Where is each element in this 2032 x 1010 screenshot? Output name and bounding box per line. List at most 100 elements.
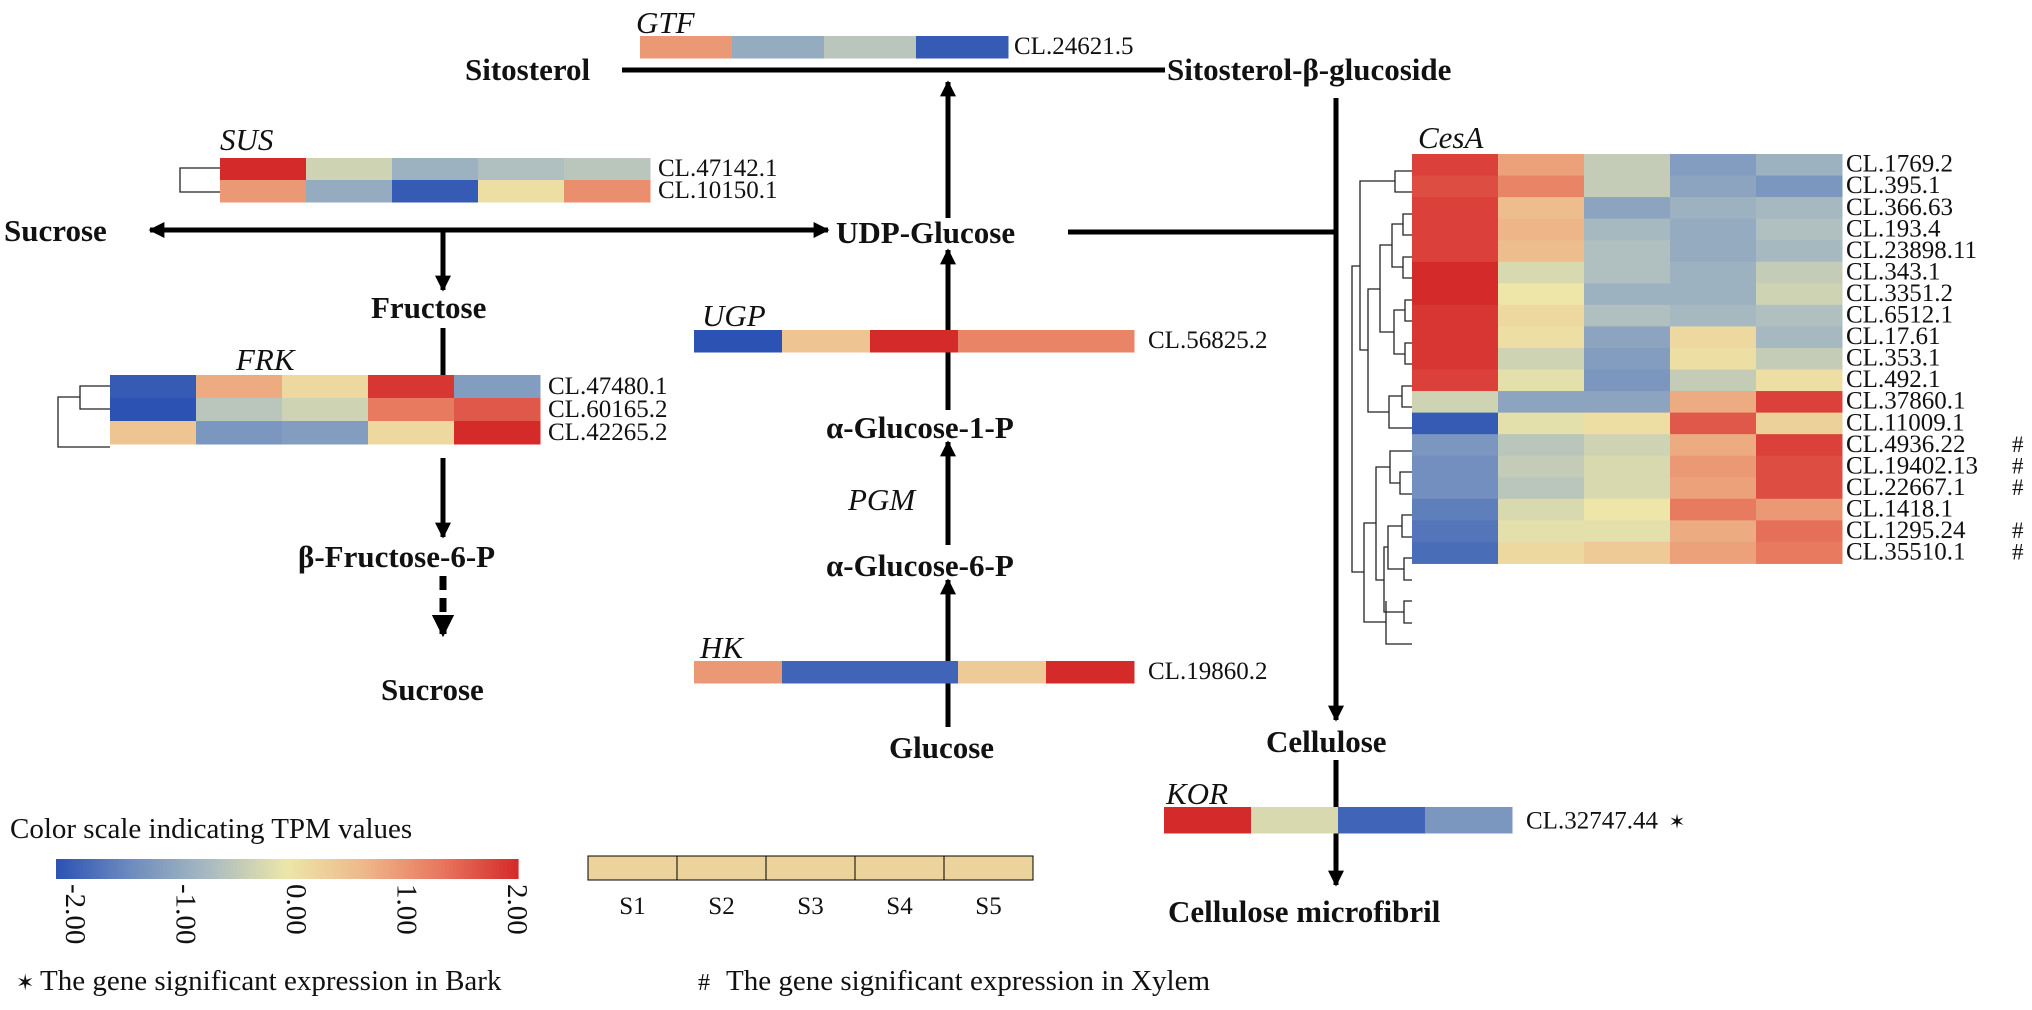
cesa-cell: [1412, 304, 1499, 327]
cesa-cell: [1412, 498, 1499, 521]
legend-gradient-segment: [186, 859, 192, 879]
legend-gradient-segment: [394, 859, 400, 879]
cesa-row-CL.11009.1: CL.11009.1: [1412, 409, 1965, 436]
cesa-cell: [1756, 326, 1843, 349]
legend-gradient-segment: [333, 859, 338, 879]
frk-gene-id: CL.60165.2: [548, 396, 667, 423]
legend-gradient-segment: [79, 859, 84, 879]
sus-cell: [564, 180, 651, 203]
cesa-cell: [1412, 218, 1499, 241]
xylem-significance-marker: #: [2012, 518, 2024, 543]
cesa-cell: [1498, 391, 1585, 414]
cesa-gene-id: CL.6512.1: [1846, 302, 1953, 329]
cesa-cell: [1498, 175, 1585, 198]
hk-cell: [694, 661, 783, 684]
legend-gradient-segment: [302, 859, 307, 879]
cesa-cell: [1670, 369, 1757, 392]
legend-gradient-segment: [136, 859, 142, 879]
cesa-cell: [1756, 455, 1843, 478]
kor-row-CL.32747.44: CL.32747.44 ✶: [1164, 807, 1685, 834]
legend-gradient-segment: [252, 859, 257, 879]
legend-gradient-segment: [67, 859, 72, 879]
ugp-cell: [782, 330, 871, 353]
legend-gradient-segment: [283, 859, 288, 879]
legend-gradient-segment: [113, 859, 119, 879]
hk-cell: [782, 661, 871, 684]
cesa-cell: [1412, 477, 1499, 500]
xylem-symbol: #: [698, 970, 710, 996]
cesa-cell: [1670, 434, 1757, 457]
cesa-cell: [1670, 175, 1757, 198]
metabolite-labels: Sitosterol Sitosterol-β-glucoside Sucros…: [4, 52, 1451, 929]
legend-gradient-segment: [202, 859, 207, 879]
cesa-row-CL.1418.1: CL.1418.1: [1412, 495, 1953, 522]
legend-gradient-segment: [375, 859, 380, 879]
cesa-cell: [1412, 154, 1499, 177]
legend-gradient-segment: [479, 859, 484, 879]
pgm-label: PGM: [847, 482, 917, 517]
sus-gene-id: CL.47142.1: [658, 155, 777, 182]
cesa-gene-id: CL.23898.11: [1846, 237, 1977, 264]
legend-gradient-segment: [340, 859, 346, 879]
cesa-row-CL.35510.1: CL.35510.1 #: [1412, 539, 2024, 566]
cesa-gene-id: CL.492.1: [1846, 366, 1940, 393]
cesa-cell: [1584, 391, 1671, 414]
legend-gradient-segment: [356, 859, 361, 879]
sample-label: S5: [975, 893, 1001, 920]
cesa-cell: [1584, 197, 1671, 220]
cesa-cell: [1670, 347, 1757, 370]
cesa-cell: [1412, 261, 1499, 284]
cesa-cell: [1756, 498, 1843, 521]
kor-heatmap: CL.32747.44 ✶: [1164, 807, 1685, 834]
frk-cell: [196, 398, 283, 422]
cesa-cell: [1584, 326, 1671, 349]
sample-label: S1: [619, 893, 645, 920]
frk-cell: [282, 375, 369, 399]
sus-dendrogram: [179, 167, 220, 193]
legend-gradient-segment: [106, 859, 111, 879]
frk-row-CL.60165.2: CL.60165.2: [110, 396, 667, 423]
frk-cell: [454, 421, 541, 445]
legend-gradient-segment: [198, 859, 203, 879]
legend-gradient-segment: [306, 859, 311, 879]
legend-gradient-segment: [233, 859, 238, 879]
cesa-gene-id: CL.395.1: [1846, 172, 1940, 199]
cesa-cell: [1756, 283, 1843, 306]
frk-gene-id: CL.47480.1: [548, 373, 667, 400]
sus-cell: [392, 180, 479, 203]
legend-gradient-segment: [475, 859, 481, 879]
legend-gradient-segment: [494, 859, 500, 879]
legend-gradient-segment: [491, 859, 496, 879]
cesa-row-CL.17.61: CL.17.61: [1412, 323, 1940, 350]
cesa-cell: [1584, 347, 1671, 370]
cesa-row-CL.23898.11: CL.23898.11: [1412, 237, 1977, 264]
cesa-cell: [1756, 218, 1843, 241]
cesa-gene-id: CL.19402.13: [1846, 452, 1978, 479]
cesa-cell: [1584, 369, 1671, 392]
cesa-cell: [1670, 498, 1757, 521]
legend-gradient-segment: [506, 859, 511, 879]
gtf-gene-id: CL.24621.5: [1014, 33, 1133, 60]
sus-label: SUS: [220, 122, 273, 157]
ugp-heatmap: CL.56825.2: [694, 327, 1267, 354]
legend-gradient-segment: [133, 859, 138, 879]
cesa-cell: [1584, 283, 1671, 306]
frk-cell: [368, 398, 455, 422]
cesa-cell: [1412, 175, 1499, 198]
cesa-row-CL.19402.13: CL.19402.13 #: [1412, 452, 2024, 479]
sus-cell: [306, 158, 393, 181]
cesa-gene-id: CL.4936.22: [1846, 431, 1965, 458]
cesa-cell: [1412, 369, 1499, 392]
legend-gradient-segment: [213, 859, 219, 879]
legend-gradient-segment: [175, 859, 180, 879]
sample-label: S3: [797, 893, 823, 920]
cesa-row-CL.37860.1: CL.37860.1: [1412, 388, 1965, 415]
cesa-cell: [1412, 197, 1499, 220]
cesa-cell: [1670, 218, 1757, 241]
cesa-cell: [1584, 434, 1671, 457]
legend-gradient-segment: [456, 859, 461, 879]
cesa-cell: [1756, 240, 1843, 263]
cesa-gene-id: CL.366.63: [1846, 194, 1953, 221]
cesa-cell: [1498, 154, 1585, 177]
